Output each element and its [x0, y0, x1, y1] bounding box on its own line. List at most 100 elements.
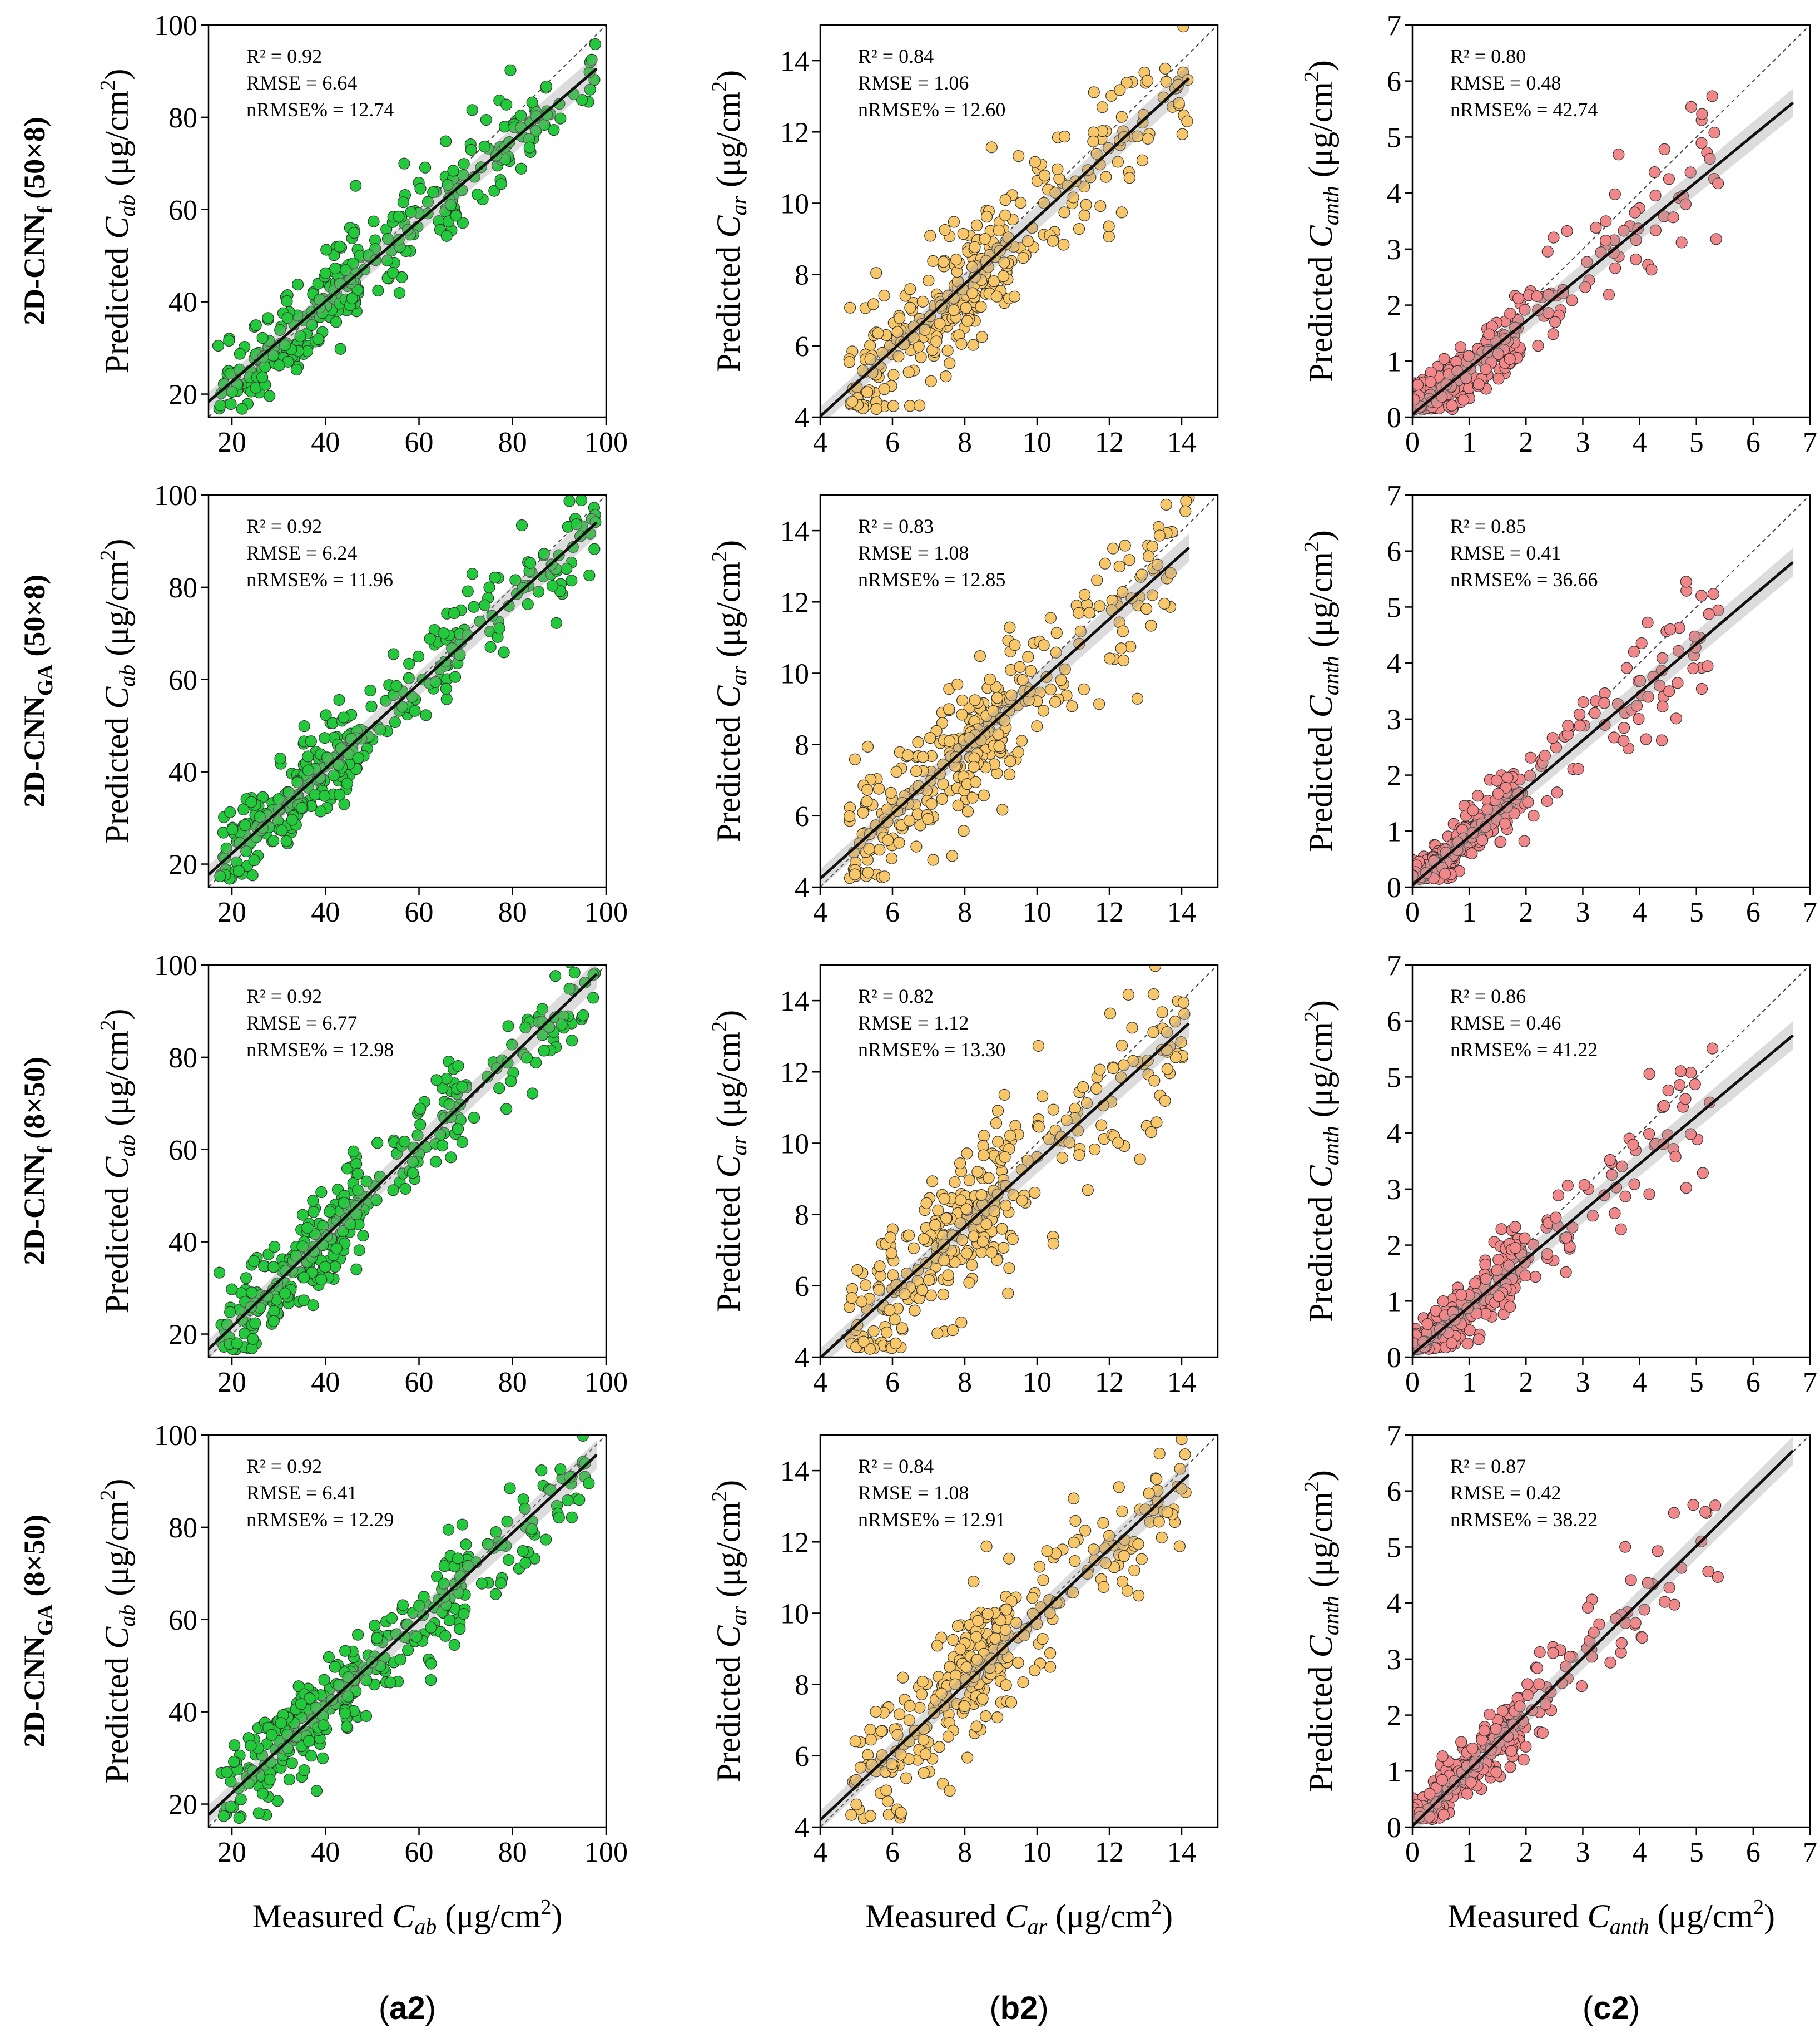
data-point [934, 768, 946, 780]
y-tick-label: 6 [1387, 1006, 1401, 1038]
data-point [425, 1674, 437, 1686]
data-point [267, 1315, 280, 1327]
data-point [872, 327, 884, 339]
identity-line [820, 25, 1218, 417]
data-point [1455, 1289, 1467, 1301]
data-point [1680, 576, 1692, 588]
data-point [1004, 1130, 1016, 1142]
data-point [1437, 1809, 1450, 1821]
data-point [1050, 627, 1063, 639]
data-point [988, 275, 1000, 288]
data-point [1128, 1564, 1140, 1577]
data-point [394, 286, 406, 299]
row-label: 2D-CNNGA (50×8) [18, 575, 57, 808]
data-point [566, 1035, 578, 1047]
data-point [1504, 308, 1516, 320]
data-point [329, 263, 341, 275]
y-tick-label: 100 [154, 950, 197, 982]
data-point [1169, 1016, 1182, 1028]
data-point [472, 188, 484, 201]
data-point [1003, 1552, 1015, 1565]
data-point [1479, 1258, 1491, 1271]
data-point [364, 684, 376, 697]
data-point [1105, 90, 1118, 102]
data-point [233, 1812, 245, 1824]
data-point [861, 784, 874, 796]
data-point [274, 324, 286, 336]
rmse-label: RMSE = 1.06 [858, 72, 969, 94]
data-point [1504, 353, 1516, 365]
plot-frame [1411, 24, 1811, 418]
data-point [947, 1634, 959, 1646]
data-point [452, 1060, 464, 1072]
data-point [969, 241, 981, 254]
data-point [1579, 281, 1591, 293]
data-point [874, 844, 886, 856]
data-point [1025, 665, 1037, 677]
nrmse-label: nRMSE% = 42.74 [1450, 98, 1598, 121]
data-point [389, 716, 401, 729]
y-tick-label: 0 [1387, 402, 1401, 434]
data-point [1038, 639, 1050, 651]
data-point [454, 1623, 466, 1635]
data-point [309, 1228, 321, 1240]
data-point [561, 1414, 572, 1425]
data-point [370, 1194, 383, 1206]
x-tick-label: 6 [1746, 1367, 1761, 1398]
data-point [1609, 188, 1621, 200]
data-point [588, 543, 601, 555]
data-point [1472, 1333, 1485, 1345]
data-point [1026, 1592, 1039, 1604]
data-point [1131, 130, 1144, 142]
data-point [482, 1071, 494, 1083]
data-point [1649, 224, 1662, 236]
data-point [861, 386, 874, 398]
x-tick-label: 2 [1519, 427, 1533, 458]
data-point [923, 274, 935, 287]
data-point [265, 1729, 278, 1741]
data-point [1074, 625, 1087, 637]
x-tick-label: 6 [885, 1837, 900, 1868]
data-point [878, 383, 890, 395]
data-point [273, 359, 285, 372]
data-point [440, 230, 453, 242]
data-point [411, 1129, 424, 1141]
data-point [1501, 771, 1514, 784]
data-point [536, 1003, 548, 1015]
data-point [1087, 135, 1099, 147]
data-point [960, 1203, 973, 1215]
data-point [1083, 607, 1095, 619]
data-point [990, 290, 1003, 303]
data-point [493, 622, 505, 635]
data-point [990, 1117, 1003, 1129]
y-tick-label: 12 [780, 1527, 809, 1558]
data-point [1649, 190, 1662, 202]
data-point [540, 1533, 552, 1546]
data-point [527, 1087, 539, 1100]
data-point [931, 1327, 944, 1339]
r2-label: R² = 0.92 [246, 45, 322, 67]
data-point [307, 1195, 319, 1207]
data-point [1704, 1096, 1716, 1108]
data-point [1114, 84, 1126, 96]
data-point [1518, 835, 1530, 847]
data-point [1005, 689, 1018, 701]
data-point [1546, 732, 1559, 744]
data-point [498, 646, 510, 659]
data-point [1077, 1081, 1089, 1093]
x-tick-label: 7 [1803, 1367, 1817, 1398]
x-tick-label: 7 [1803, 427, 1817, 458]
points [1412, 90, 1724, 415]
y-tick-label: 80 [168, 1512, 197, 1544]
data-point [1603, 289, 1615, 301]
data-point [1069, 1515, 1082, 1527]
x-tick-label: 0 [1405, 427, 1420, 458]
data-point [884, 1304, 896, 1316]
data-point [1702, 1565, 1714, 1578]
data-point [319, 267, 331, 279]
data-point [495, 178, 507, 190]
data-point [1153, 1447, 1166, 1460]
x-tick-label: 2 [1519, 897, 1533, 928]
data-point [894, 1708, 906, 1720]
data-point [220, 842, 232, 854]
